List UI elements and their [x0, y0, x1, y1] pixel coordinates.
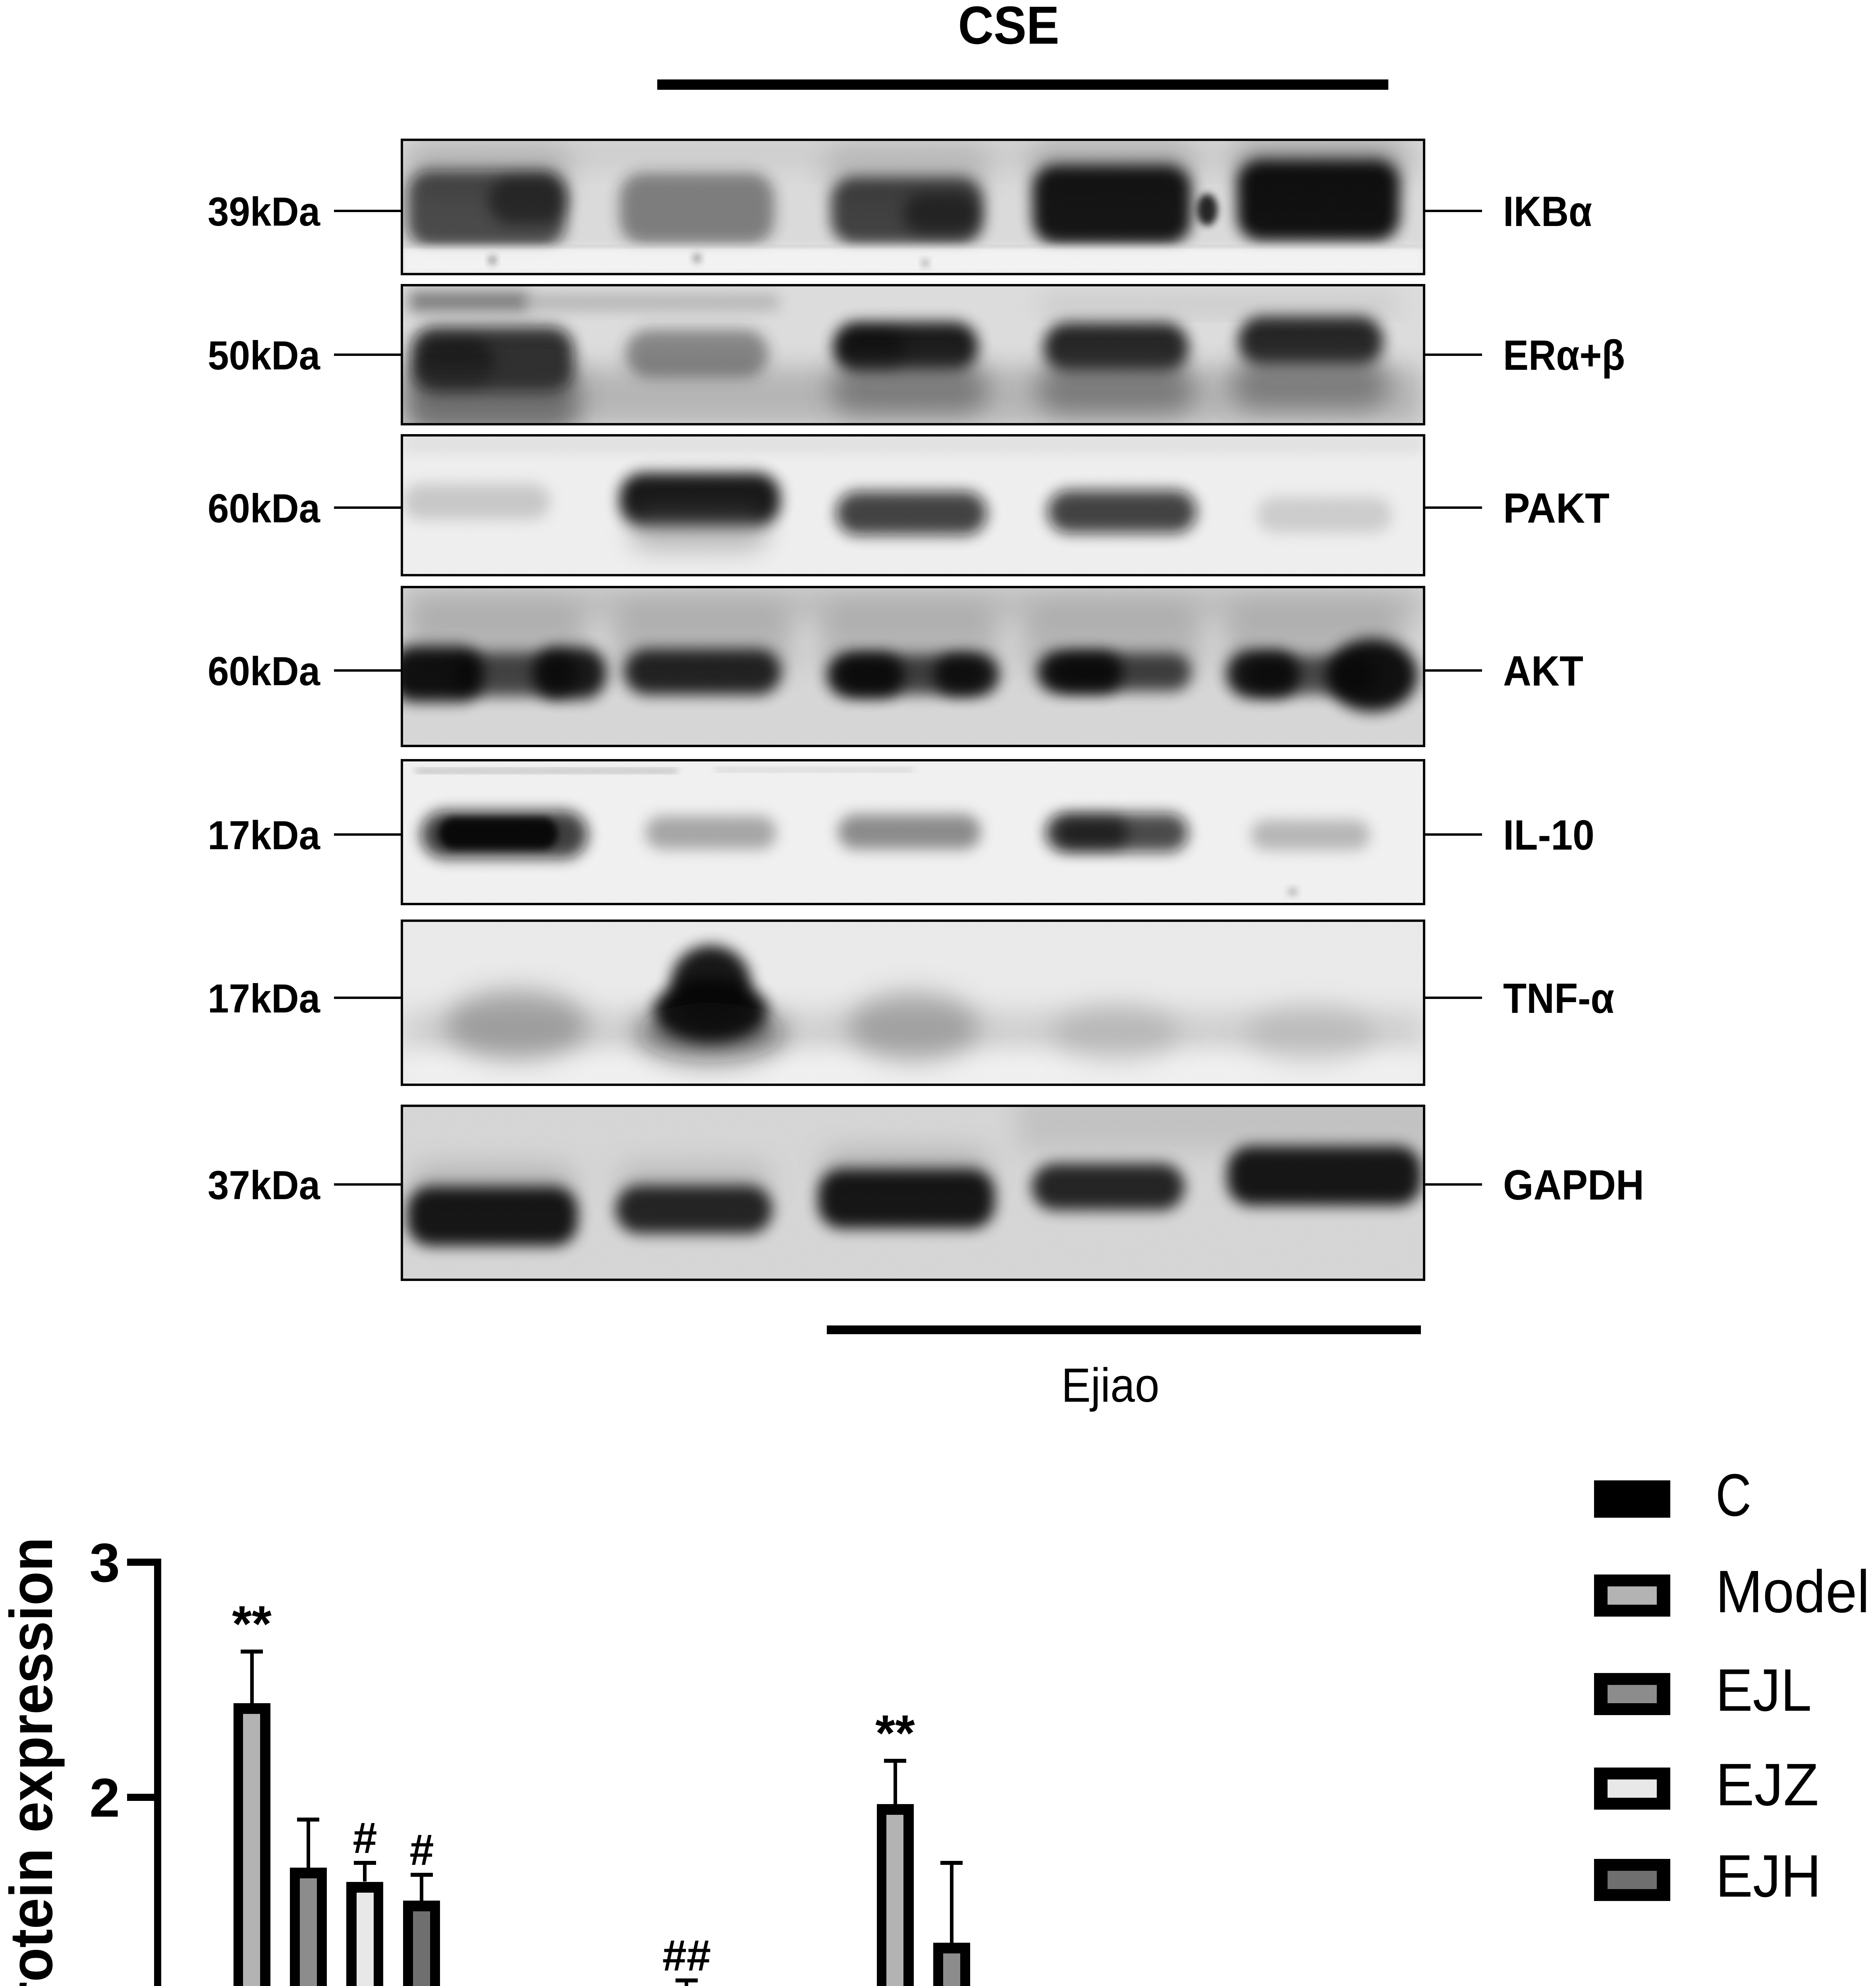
- svg-text:C: C: [1716, 1461, 1751, 1528]
- svg-text:#: #: [353, 1814, 377, 1862]
- svg-text:#: #: [409, 1826, 434, 1874]
- svg-text:CSE: CSE: [958, 0, 1060, 55]
- svg-text:IL-10: IL-10: [1503, 811, 1594, 859]
- svg-text:37kDa: 37kDa: [208, 1163, 320, 1208]
- svg-text:**: **: [232, 1596, 272, 1652]
- svg-text:EJH: EJH: [1716, 1842, 1821, 1909]
- svg-text:IKBα: IKBα: [1503, 187, 1592, 235]
- svg-text:Model: Model: [1716, 1558, 1870, 1625]
- svg-text:ERα+β: ERα+β: [1503, 331, 1625, 379]
- svg-text:17kDa: 17kDa: [208, 813, 320, 858]
- svg-text:60kDa: 60kDa: [208, 486, 320, 531]
- svg-text:EJZ: EJZ: [1716, 1751, 1819, 1818]
- svg-text:EJL: EJL: [1716, 1656, 1812, 1723]
- svg-text:39kDa: 39kDa: [208, 189, 320, 234]
- svg-text:**: **: [875, 1705, 915, 1762]
- svg-text:50kDa: 50kDa: [208, 333, 320, 378]
- svg-text:Relative protein expression: Relative protein expression: [0, 1537, 65, 1986]
- svg-text:GAPDH: GAPDH: [1503, 1161, 1644, 1209]
- svg-text:Ejiao: Ejiao: [1062, 1358, 1160, 1412]
- svg-text:2: 2: [89, 1768, 120, 1829]
- svg-text:TNF-α: TNF-α: [1503, 974, 1614, 1022]
- svg-text:3: 3: [89, 1532, 120, 1594]
- svg-text:##: ##: [1041, 1983, 1089, 1986]
- svg-text:17kDa: 17kDa: [208, 976, 320, 1021]
- svg-text:AKT: AKT: [1503, 647, 1583, 695]
- svg-text:##: ##: [662, 1931, 711, 1980]
- svg-text:60kDa: 60kDa: [208, 649, 320, 694]
- svg-text:PAKT: PAKT: [1503, 484, 1610, 532]
